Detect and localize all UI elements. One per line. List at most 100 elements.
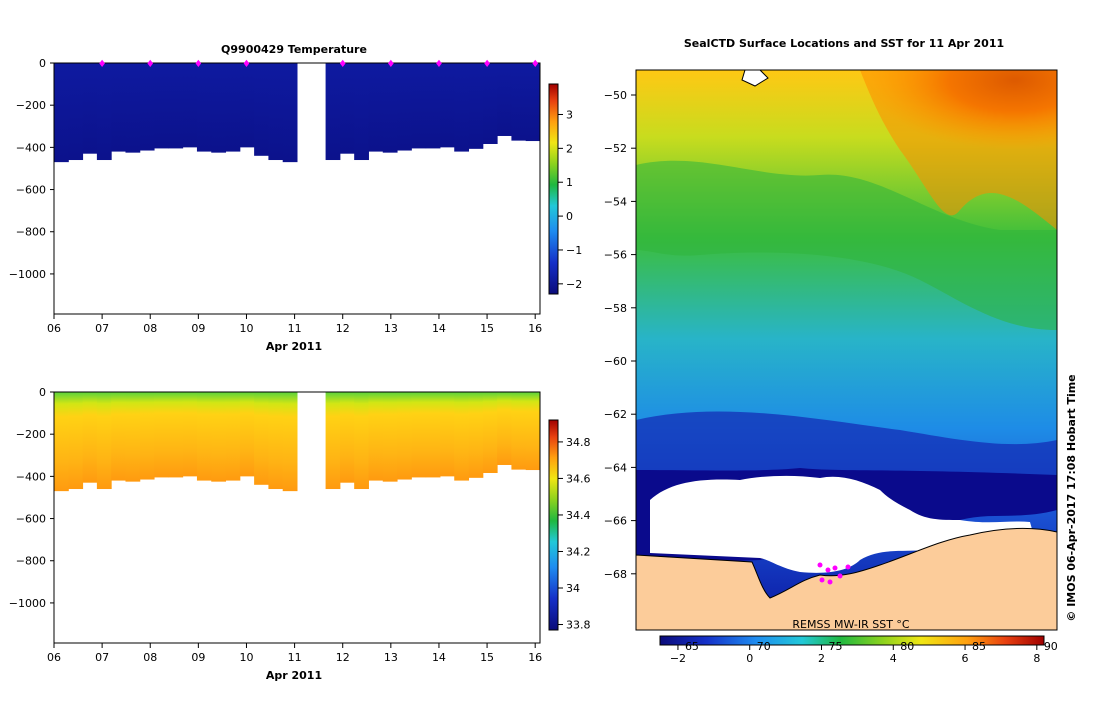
heatmap-column <box>139 63 155 151</box>
seal-location-dot <box>832 565 838 571</box>
heatmap-column <box>82 63 98 154</box>
sst-cb-fahrenheit-label: 85 <box>972 640 986 653</box>
seal-location-dot <box>817 562 823 568</box>
seal-location-dot <box>819 577 825 583</box>
x-tick-label: 16 <box>528 651 542 664</box>
colorbar-tick-label: 34.4 <box>566 509 591 522</box>
salinity-panel: 0 −200 −400 −600 −800 −1000 06 07 08 09 10 11 12 13 1… <box>9 386 591 682</box>
lat-tick-label: −54 <box>604 195 627 208</box>
x-tick-label: 06 <box>47 651 61 664</box>
salinity-colorbar-ticks: 34.8 34.6 34.4 34.2 34 33.8 <box>558 436 591 632</box>
y-tick-label: −600 <box>16 184 46 197</box>
heatmap-column <box>397 392 412 480</box>
heatmap-column <box>439 63 455 148</box>
x-tick-label: 07 <box>95 322 109 335</box>
heatmap-column <box>525 63 541 142</box>
sst-colorbar <box>659 635 1045 646</box>
heatmap-column <box>239 392 255 477</box>
sst-cb-celsius-label: 8 <box>1033 652 1040 665</box>
x-tick-label: 11 <box>288 651 302 664</box>
sst-cb-fahrenheit-label: 90 <box>1044 640 1058 653</box>
profile-marker: ♦ <box>386 59 395 70</box>
heatmap-column <box>54 63 69 163</box>
lat-tick-label: −50 <box>604 89 627 102</box>
salinity-y-axis: 0 −200 −400 −600 −800 −1000 <box>9 386 54 610</box>
colorbar-tick-label: 33.8 <box>566 619 591 632</box>
x-tick-label: 07 <box>95 651 109 664</box>
colorbar-tick-label: 0 <box>566 210 573 223</box>
profile-marker: ♦ <box>338 59 347 70</box>
x-tick-label: 13 <box>384 651 398 664</box>
colorbar-tick-label: −1 <box>566 244 582 257</box>
heatmap-column <box>511 392 527 470</box>
y-tick-label: −1000 <box>9 268 46 281</box>
heatmap-column <box>196 392 212 481</box>
colorbar-tick-label: 34.6 <box>566 472 591 485</box>
lat-tick-label: −62 <box>604 408 627 421</box>
sst-source-label: REMSS MW-IR SST °C <box>792 618 910 631</box>
heatmap-column <box>268 63 284 161</box>
heatmap-column <box>68 392 84 490</box>
map-frame <box>635 69 1058 631</box>
x-tick-label: 15 <box>480 322 494 335</box>
warm-front <box>860 70 1057 230</box>
temperature-heatmap <box>54 63 541 163</box>
heatmap-column <box>139 392 155 480</box>
temperature-x-label: Apr 2011 <box>266 340 322 353</box>
heatmap-column <box>225 63 241 152</box>
heatmap-column <box>425 63 441 149</box>
lat-tick-label: −56 <box>604 249 627 262</box>
heatmap-column <box>111 63 126 152</box>
sst-cb-celsius-label: 0 <box>746 652 753 665</box>
heatmap-column <box>282 63 298 163</box>
heatmap-column <box>182 392 198 477</box>
heatmap-column <box>225 392 241 481</box>
sst-cb-celsius-label: −2 <box>670 652 686 665</box>
profile-marker: ♦ <box>531 59 540 70</box>
y-tick-label: 0 <box>39 386 46 399</box>
temperature-colorbar <box>548 83 559 295</box>
heatmap-column <box>339 392 355 483</box>
y-tick-label: −200 <box>16 99 46 112</box>
lat-tick-label: −58 <box>604 302 627 315</box>
heatmap-column <box>239 63 255 148</box>
sst-cb-celsius-label: 2 <box>818 652 825 665</box>
heatmap-column <box>497 392 512 465</box>
heatmap-column <box>368 392 384 481</box>
seal-location-dot <box>845 564 851 570</box>
y-tick-label: −800 <box>16 555 46 568</box>
heatmap-column <box>397 63 412 151</box>
heatmap-column <box>54 392 69 492</box>
profile-marker: ♦ <box>98 59 107 70</box>
heatmap-column <box>439 392 455 477</box>
x-tick-label: 14 <box>432 651 446 664</box>
temperature-panel: Q9900429 Temperature 0 −200 −400 −600 −800 −1… <box>9 43 582 353</box>
heatmap-column <box>368 63 384 152</box>
heatmap-column <box>354 392 369 490</box>
x-tick-label: 14 <box>432 322 446 335</box>
heatmap-column <box>168 392 184 478</box>
lat-tick-label: −60 <box>604 355 627 368</box>
salinity-plot-frame <box>53 391 541 644</box>
heatmap-column <box>382 392 398 482</box>
lat-tick-label: −68 <box>604 568 627 581</box>
heatmap-column <box>482 392 498 473</box>
credit-text: © IMOS 06-Apr-2017 17:08 Hobart Time <box>1065 374 1078 621</box>
colorbar-tick-label: −2 <box>566 278 582 291</box>
y-tick-label: −600 <box>16 513 46 526</box>
heatmap-column <box>125 392 141 482</box>
heatmap-column <box>154 392 169 478</box>
colorbar-tick-label: 3 <box>566 108 573 121</box>
x-tick-label: 15 <box>480 651 494 664</box>
profile-marker: ♦ <box>483 59 492 70</box>
lat-tick-label: −64 <box>604 461 627 474</box>
heatmap-column <box>96 63 112 161</box>
salinity-heatmap <box>54 392 541 492</box>
x-tick-label: 12 <box>336 651 350 664</box>
y-tick-label: −1000 <box>9 597 46 610</box>
colorbar-tick-label: 34.8 <box>566 436 591 449</box>
temperature-colorbar-ticks: 3 2 1 0 −1 −2 <box>558 108 582 291</box>
y-tick-label: −400 <box>16 470 46 483</box>
heatmap-column <box>82 392 98 483</box>
